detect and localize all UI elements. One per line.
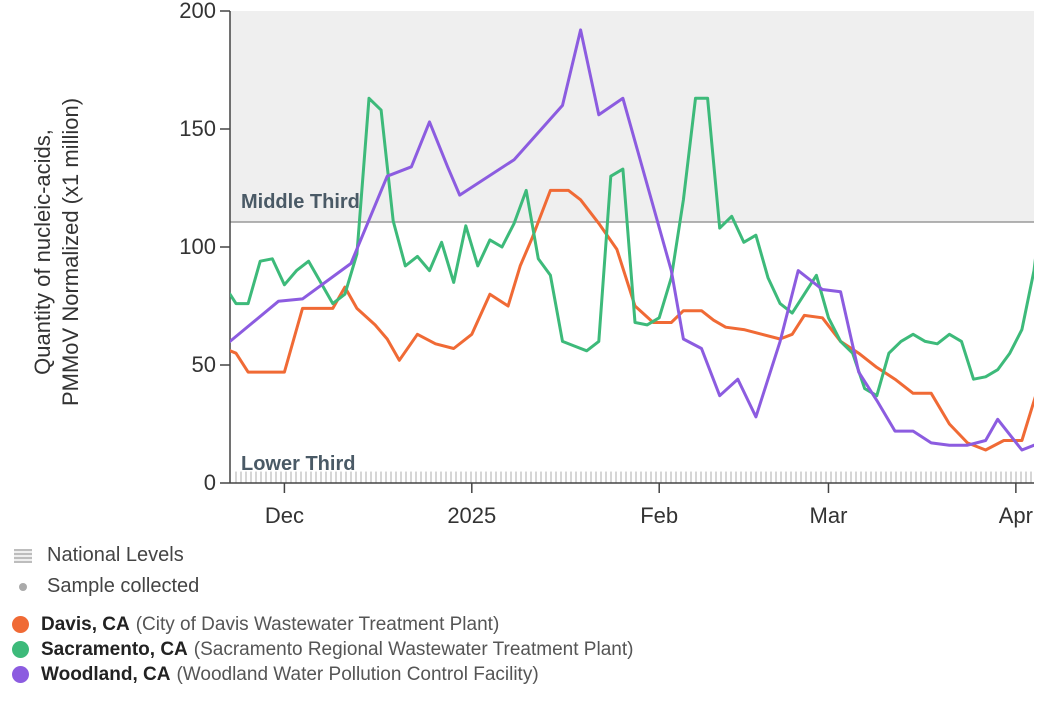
middle-third-label: Middle Third — [241, 191, 360, 213]
y-ticks: 0 50 100 150 200 — [179, 0, 230, 495]
davis-dot-icon — [12, 616, 29, 633]
x-tick-label: Apr — [999, 503, 1033, 528]
legend-site-davis[interactable]: Davis, CA (City of Davis Wastewater Trea… — [10, 612, 1030, 637]
y-axis-label-line1: Quantity of nucleic-acids, — [30, 129, 55, 375]
site-name: Davis, CA — [41, 613, 130, 635]
band-layer: Middle Third Lower Third — [230, 11, 1034, 483]
series-line-davis[interactable] — [230, 188, 1039, 452]
sacramento-dot-icon — [12, 641, 29, 658]
x-ticks: Dec 2025 Feb Mar Apr — [265, 483, 1033, 528]
series-layer — [230, 28, 1039, 452]
legend-site-woodland[interactable]: Woodland, CA (Woodland Water Pollution C… — [10, 662, 1030, 687]
legend-site-sacramento[interactable]: Sacramento, CA (Sacramento Regional Wast… — [10, 637, 1030, 662]
series-line-woodland[interactable] — [230, 28, 1039, 452]
y-axis-label-line2: PMMoV Normalized (x1 million) — [58, 98, 83, 406]
site-detail: (Woodland Water Pollution Control Facili… — [176, 663, 539, 685]
national-levels-icon — [14, 548, 32, 563]
chart: Middle Third Lower Third 0 50 100 150 200 De… — [30, 0, 1039, 528]
middle-third-band — [230, 11, 1034, 222]
legend-national-label: National Levels — [47, 544, 184, 566]
y-tick-label: 0 — [204, 470, 216, 495]
sample-dot-icon — [19, 582, 27, 591]
x-tick-label: 2025 — [447, 503, 496, 528]
y-tick-label: 100 — [179, 234, 216, 259]
y-tick-label: 150 — [179, 116, 216, 141]
legend: National Levels Sample collected Davis, … — [10, 540, 1030, 687]
site-name: Woodland, CA — [41, 663, 171, 685]
legend-sample: Sample collected — [10, 571, 1030, 602]
legend-sample-label: Sample collected — [47, 575, 200, 597]
x-tick-label: Dec — [265, 503, 304, 528]
x-tick-label: Feb — [640, 503, 678, 528]
lower-third-band — [235, 471, 1032, 483]
legend-national[interactable]: National Levels — [10, 540, 1030, 571]
x-tick-label: Mar — [810, 503, 848, 528]
y-tick-label: 200 — [179, 0, 216, 23]
lower-third-label: Lower Third — [241, 453, 355, 475]
site-name: Sacramento, CA — [41, 638, 188, 660]
y-tick-label: 50 — [192, 352, 216, 377]
site-detail: (Sacramento Regional Wastewater Treatmen… — [193, 638, 634, 660]
site-detail: (City of Davis Wastewater Treatment Plan… — [135, 613, 500, 635]
woodland-dot-icon — [12, 666, 29, 683]
